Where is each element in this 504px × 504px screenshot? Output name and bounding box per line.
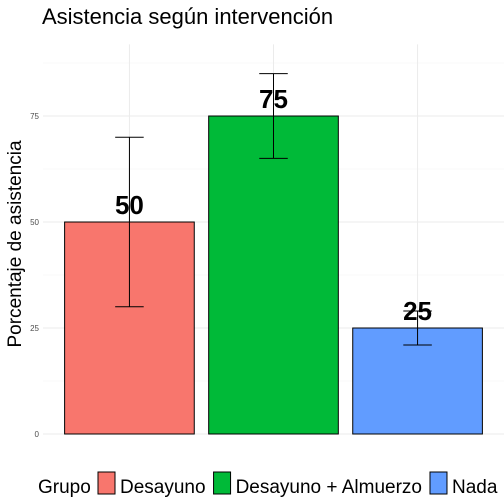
bar-1 <box>209 116 339 434</box>
legend-key-0 <box>98 472 115 494</box>
legend: Grupo Desayuno Desayuno + Almuerzo Nada <box>38 472 498 498</box>
legend-item-0: Desayuno <box>98 472 206 498</box>
data-label-1: 75 <box>259 84 288 114</box>
data-label-2: 25 <box>403 296 432 326</box>
y-axis-label: Porcentaje de asistencia <box>5 140 26 347</box>
legend-key-2 <box>430 472 447 494</box>
legend-title: Grupo <box>38 477 91 498</box>
chart-title: Asistencia según intervención <box>42 4 333 29</box>
y-tick-label: 25 <box>30 324 39 333</box>
legend-key-1 <box>214 472 231 494</box>
legend-label-0: Desayuno <box>120 477 206 498</box>
data-label-0: 50 <box>115 190 144 220</box>
y-tick-label: 50 <box>30 218 39 227</box>
y-tick-label: 0 <box>35 430 40 439</box>
legend-label-2: Nada <box>452 477 498 498</box>
legend-item-2: Nada <box>430 472 498 498</box>
y-tick-label: 75 <box>30 112 39 121</box>
y-axis-ticks: 0 25 50 75 <box>30 112 39 439</box>
legend-label-1: Desayuno + Almuerzo <box>236 477 422 498</box>
legend-item-1: Desayuno + Almuerzo <box>214 472 422 498</box>
